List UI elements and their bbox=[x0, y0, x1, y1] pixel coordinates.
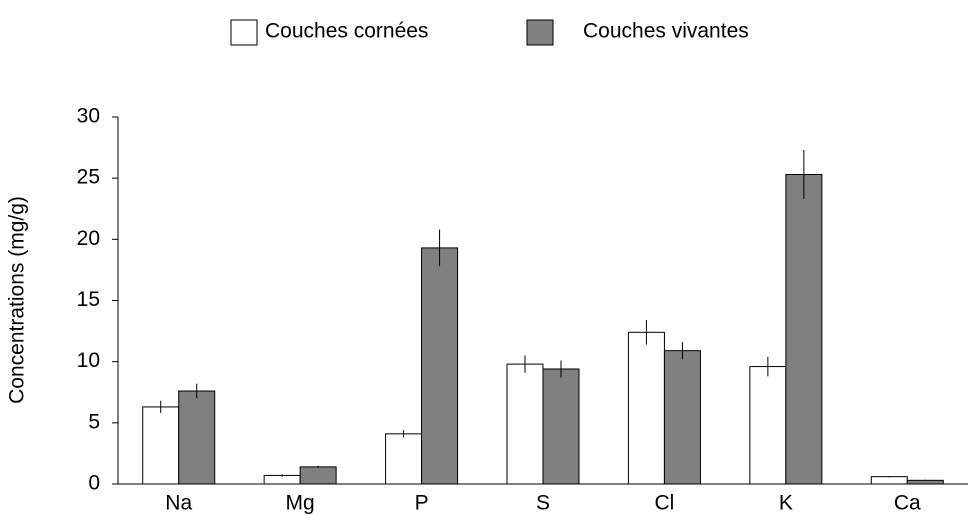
x-tick-label: P bbox=[415, 492, 429, 515]
bar bbox=[385, 433, 423, 485]
bar bbox=[785, 173, 823, 485]
y-tick-label: 15 bbox=[77, 288, 100, 311]
legend-label: Couches cornées bbox=[265, 20, 428, 43]
legend-swatch bbox=[526, 19, 554, 46]
y-tick-label: 30 bbox=[77, 105, 100, 128]
bar bbox=[542, 368, 580, 485]
x-tick-label: Mg bbox=[286, 492, 315, 515]
legend-label: Couches vivantes bbox=[583, 20, 749, 43]
x-tick-label: S bbox=[536, 492, 550, 515]
bar bbox=[627, 331, 665, 485]
y-tick-label: 10 bbox=[77, 349, 100, 372]
y-tick-label: 5 bbox=[88, 410, 100, 433]
bar bbox=[299, 466, 337, 485]
x-tick-label: Cl bbox=[655, 492, 675, 515]
bar bbox=[421, 247, 459, 485]
bar bbox=[870, 476, 908, 485]
y-tick-label: 25 bbox=[77, 166, 100, 189]
bar bbox=[506, 363, 544, 485]
y-tick-label: 0 bbox=[88, 472, 100, 495]
x-tick-label: Ca bbox=[894, 492, 921, 515]
bar bbox=[663, 350, 701, 485]
bar bbox=[263, 474, 301, 485]
legend-swatch bbox=[230, 19, 258, 46]
bar bbox=[178, 390, 216, 485]
y-tick-label: 20 bbox=[77, 227, 100, 250]
bar bbox=[749, 366, 787, 485]
x-tick-label: K bbox=[779, 492, 793, 515]
x-tick-label: Na bbox=[165, 492, 192, 515]
y-axis-label: Concentrations (mg/g) bbox=[6, 196, 29, 404]
bar bbox=[142, 406, 180, 485]
